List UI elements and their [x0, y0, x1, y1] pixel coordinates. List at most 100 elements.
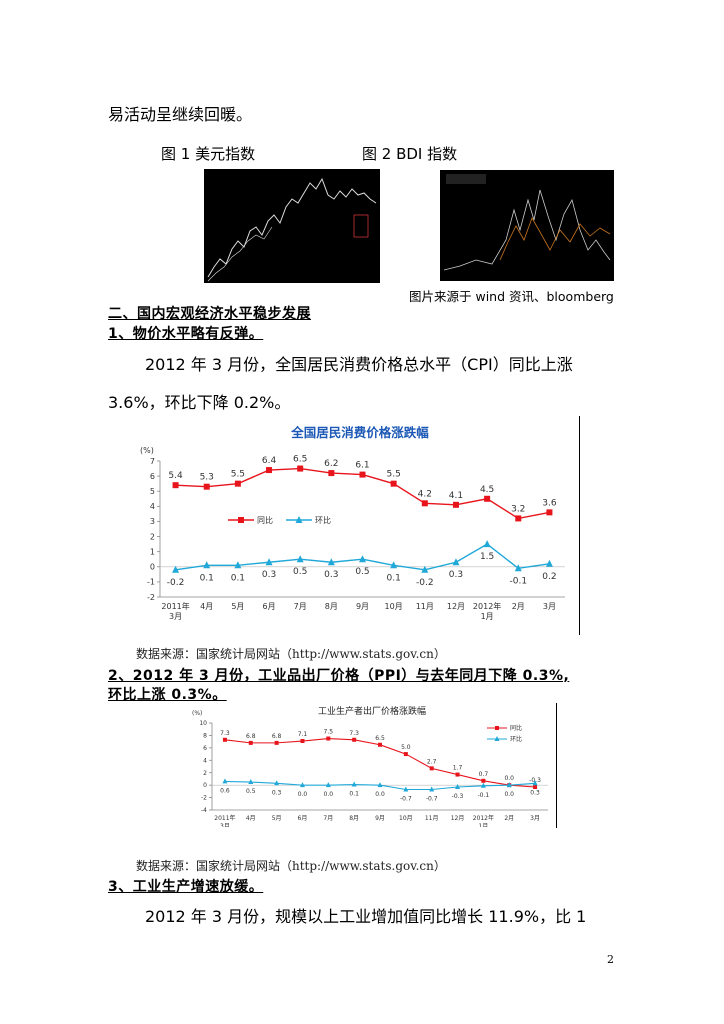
- data-point-square: [328, 470, 335, 477]
- chart1-border-line: [579, 416, 580, 635]
- x-tick-label: 2012年: [473, 814, 494, 822]
- data-point-square: [429, 766, 434, 771]
- y-tick-label: 4: [203, 757, 207, 764]
- source2: 数据来源：国家统计局网站（http://www.stats.gov.cn）: [136, 859, 446, 873]
- data-point-square: [297, 465, 304, 472]
- data-point-square: [378, 742, 382, 747]
- data-label: 0.3: [530, 789, 540, 796]
- data-point-triangle: [222, 778, 228, 784]
- data-label: 0.1: [200, 573, 214, 583]
- y-tick-label: -4: [201, 807, 207, 814]
- subsection2-line1: 2、2012 年 3 月份，工业品出厂价格（PPI）与去年同月下降 0.3%,: [108, 668, 570, 684]
- y-tick-label: 2: [150, 532, 155, 541]
- data-point-triangle: [403, 786, 409, 792]
- data-point-triangle: [421, 565, 429, 573]
- ppi-chart-title: 工业生产者出厂价格涨跌幅: [318, 705, 426, 717]
- x-tick-label: 2月: [512, 602, 525, 611]
- y-tick-label: 0: [203, 782, 207, 789]
- legend-marker: [495, 726, 499, 730]
- data-label: 7.3: [349, 730, 359, 737]
- data-point-square: [352, 737, 357, 742]
- y-tick-label: 4: [150, 502, 155, 511]
- legend-label: 环比: [315, 515, 331, 525]
- data-point-square: [455, 772, 460, 777]
- data-label: 6.8: [246, 733, 256, 740]
- data-label: 0.0: [504, 775, 514, 782]
- data-point-triangle: [455, 784, 461, 790]
- paragraph3-line1: 2012 年 3 月份，规模以上工业增加值同比增长 11.9%，比 1: [145, 907, 587, 926]
- data-label: 0.2: [542, 572, 556, 582]
- data-point-square: [403, 752, 408, 757]
- x-tick-label: 10月: [385, 602, 403, 611]
- data-label: -0.7: [426, 795, 438, 802]
- y-tick-label: 6: [150, 472, 155, 481]
- source1: 数据来源：国家统计局网站（http://www.stats.gov.cn）: [136, 647, 446, 661]
- data-label: 1.7: [453, 765, 463, 772]
- data-label: 4.1: [449, 491, 463, 501]
- data-point-triangle: [429, 786, 435, 792]
- x-tick-label: 12月: [451, 815, 465, 822]
- x-tick-sublabel: 1月: [478, 823, 488, 827]
- y-axis-unit: (%): [140, 446, 154, 455]
- paragraph1-line2: 3.6%，环比下降 0.2%。: [108, 393, 291, 412]
- y-tick-label: 10: [199, 720, 207, 727]
- data-point-square: [248, 740, 253, 745]
- legend-marker: [295, 516, 303, 523]
- section2-title: 二、国内宏观经济水平稳步发展: [108, 306, 311, 322]
- data-point-square: [203, 483, 210, 490]
- figure-source: 图片来源于 wind 资讯、bloomberg: [409, 289, 614, 304]
- data-label: 0.5: [355, 567, 369, 577]
- x-tick-label: 4月: [246, 815, 256, 822]
- x-tick-label: 11月: [416, 602, 434, 611]
- data-point-triangle: [452, 558, 460, 566]
- usd-index-image: [204, 169, 380, 283]
- data-point-square: [515, 515, 522, 522]
- data-label: 0.5: [246, 788, 256, 795]
- data-point-triangle: [377, 782, 383, 788]
- y-tick-label: 2: [203, 770, 207, 777]
- x-tick-label: 6月: [262, 602, 275, 611]
- data-point-triangle: [359, 555, 366, 563]
- subsection1-title: 1、物价水平略有反弹。: [108, 326, 264, 342]
- data-label: 7.5: [324, 729, 334, 736]
- cpi-chart-title: 全国居民消费价格涨跌幅: [290, 425, 429, 440]
- data-label: 6.8: [272, 733, 282, 740]
- data-label: 0.3: [262, 570, 276, 580]
- x-tick-label: 2012年: [473, 601, 501, 611]
- y-tick-label: 7: [150, 457, 155, 466]
- data-point-square: [484, 495, 491, 502]
- y-tick-label: -2: [201, 795, 207, 802]
- data-label: 0.0: [375, 791, 385, 798]
- data-label: 0.1: [349, 791, 359, 798]
- data-point-triangle: [351, 781, 357, 787]
- data-label: 5.3: [200, 473, 214, 483]
- x-tick-label: 3月: [543, 602, 556, 611]
- data-label: 5.5: [386, 470, 400, 480]
- data-point-square: [421, 500, 428, 507]
- y-axis-unit: (%): [192, 710, 202, 717]
- data-point-square: [481, 778, 486, 783]
- data-label: 7.3: [220, 730, 230, 737]
- data-label: 7.1: [298, 731, 308, 738]
- legend-marker: [494, 736, 500, 741]
- page-number: 2: [607, 953, 614, 966]
- data-point-triangle: [172, 565, 180, 573]
- data-point-triangle: [234, 561, 242, 569]
- data-point-square: [452, 501, 459, 508]
- data-label: 6.1: [355, 461, 369, 471]
- legend-marker: [238, 517, 244, 523]
- data-point-square: [222, 737, 227, 742]
- data-label: 0.5: [293, 567, 307, 577]
- data-point-square: [390, 480, 397, 487]
- chart2-border-line: [556, 703, 557, 828]
- paragraph1-line1: 2012 年 3 月份，全国居民消费价格总水平（CPI）同比上涨: [145, 355, 573, 374]
- data-point-triangle: [545, 559, 553, 567]
- data-label: 0.3: [449, 570, 463, 580]
- x-tick-label: 4月: [200, 602, 213, 611]
- x-tick-label: 2月: [504, 815, 514, 822]
- data-label: 4.2: [418, 489, 432, 499]
- legend-label: 同比: [257, 515, 273, 525]
- y-tick-label: 3: [150, 517, 155, 526]
